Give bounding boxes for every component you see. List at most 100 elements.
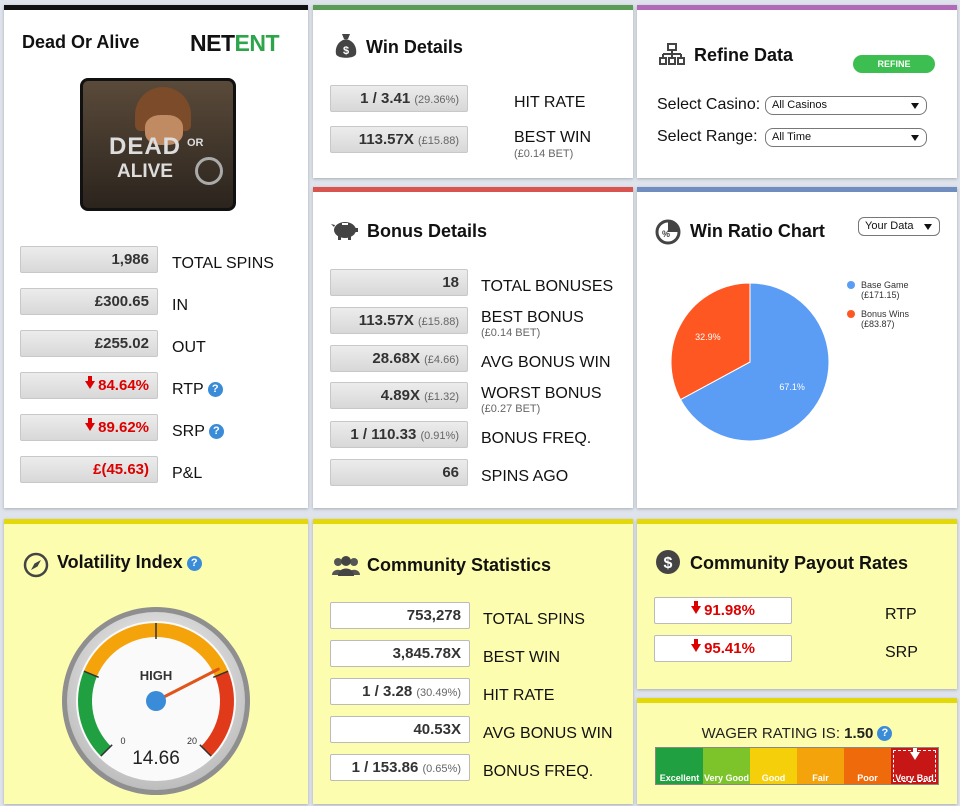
caret-down-icon [924, 224, 932, 230]
community-rtp-value: 91.98% [654, 597, 792, 624]
provider-logo: NETENT [190, 30, 279, 56]
gauge-max: 20 [187, 736, 197, 746]
win-details-title: Win Details [366, 37, 463, 57]
sitemap-icon [659, 43, 685, 65]
gauge-level: HIGH [140, 668, 173, 683]
community-avg-bonus-value: 40.53X [330, 716, 470, 743]
out-value: £255.02 [20, 330, 158, 357]
refine-data-panel: Refine Data REFINE Select Casino: All Ca… [637, 5, 957, 178]
out-label: OUT [172, 339, 206, 356]
rtp-value: 84.64% [20, 372, 158, 399]
community-bonus-freq-value: 1 / 153.86 (0.65%) [330, 754, 470, 781]
thumb-text-dead: DEAD [109, 133, 182, 160]
payout-title: Community Payout Rates [690, 553, 909, 573]
in-label: IN [172, 297, 188, 314]
wager-panel: WAGER RATING IS: 1.50? Excellent Very Go… [637, 698, 957, 804]
win-ratio-pie: 67.1% 32.9% [670, 282, 830, 442]
payout-panel: $ Community Payout Rates 91.98% RTP 95.4… [637, 519, 957, 689]
arrow-down-icon [85, 376, 96, 389]
scale-fair: Fair [797, 748, 844, 784]
community-total-spins-label: TOTAL SPINS [483, 611, 585, 628]
total-spins-label: TOTAL SPINS [172, 255, 274, 272]
community-srp-value: 95.41% [654, 635, 792, 662]
users-icon [332, 556, 360, 576]
bonus-details-title: Bonus Details [367, 221, 488, 241]
best-bonus-value: 113.57X (£15.88) [330, 307, 468, 334]
scale-very-bad: Very Bad [891, 748, 938, 784]
arrow-down-icon [85, 418, 96, 431]
pl-value: £(45.63) [20, 456, 158, 483]
worst-bonus-label: WORST BONUS [481, 385, 602, 402]
game-panel: Dead Or Alive NETENT DEAD OR ALIVE 1,986… [4, 5, 308, 508]
dollar-coin-icon: $ [656, 550, 680, 574]
bonus-freq-label: BONUS FREQ. [481, 430, 592, 447]
community-best-win-value: 3,845.78X [330, 640, 470, 667]
community-bonus-freq-label: BONUS FREQ. [483, 763, 594, 780]
pie-slice-bonus-wins[interactable] [670, 282, 751, 401]
arrow-down-icon [691, 601, 702, 614]
legend-base-game: Base Game (£171.15) [847, 280, 909, 309]
game-thumbnail[interactable]: DEAD OR ALIVE [80, 78, 236, 211]
total-spins-value: 1,986 [20, 246, 158, 273]
worst-bonus-bet-note: (£0.27 BET) [481, 403, 541, 415]
range-select[interactable]: All Time [765, 128, 927, 147]
srp-label: SRP? [172, 423, 224, 441]
pie-legend: Base Game (£171.15) Bonus Wins (£83.87) [847, 280, 909, 329]
arrow-down-icon [691, 639, 702, 652]
community-hit-rate-label: HIT RATE [483, 687, 555, 704]
avg-bonus-win-label: AVG BONUS WIN [481, 354, 611, 371]
volatility-title: Volatility Index? [57, 552, 202, 573]
svg-text:$: $ [664, 555, 673, 572]
best-bonus-label: BEST BONUS [481, 309, 584, 326]
help-icon[interactable]: ? [186, 556, 202, 571]
help-icon[interactable]: ? [877, 726, 893, 741]
pie-slice-bonus-wins-label: 32.9% [695, 332, 721, 342]
volatility-gauge: HIGH 0 20 14.66 [62, 607, 250, 795]
refine-button[interactable]: REFINE [853, 55, 935, 73]
best-win-value: 113.57X (£15.88) [330, 126, 468, 153]
avg-bonus-win-value: 28.68X (£4.66) [330, 345, 468, 372]
arrow-down-icon [909, 752, 920, 760]
scale-excellent: Excellent [656, 748, 703, 784]
caret-down-icon [911, 103, 919, 109]
caret-down-icon [911, 135, 919, 141]
srp-value: 89.62% [20, 414, 158, 441]
scale-good: Good [750, 748, 797, 784]
pie-slice-base-game[interactable] [679, 282, 830, 442]
piggy-bank-icon [331, 222, 358, 240]
pl-label: P&L [172, 465, 203, 482]
worst-bonus-value: 4.89X (£1.32) [330, 382, 468, 409]
thumb-text-alive: ALIVE [117, 161, 173, 182]
select-casino-label: Select Casino: [657, 96, 761, 113]
community-panel: Community Statistics 753,278 TOTAL SPINS… [313, 519, 633, 804]
community-best-win-label: BEST WIN [483, 649, 561, 666]
game-title: Dead Or Alive [22, 32, 140, 52]
casino-select[interactable]: All Casinos [765, 96, 927, 115]
spins-ago-value: 66 [330, 459, 468, 486]
compass-icon [23, 552, 49, 578]
bonus-details-panel: Bonus Details 18 TOTAL BONUSES 113.57X (… [313, 187, 633, 508]
gauge-min: 0 [120, 736, 125, 746]
best-bonus-bet-note: (£0.14 BET) [481, 327, 541, 339]
community-rtp-label: RTP [885, 606, 917, 623]
chart-data-select[interactable]: Your Data [858, 217, 940, 236]
wager-rating-text: WAGER RATING IS: 1.50? [637, 725, 957, 742]
help-icon[interactable]: ? [208, 424, 224, 439]
hit-rate-label: HIT RATE [514, 94, 586, 111]
svg-text:$: $ [343, 45, 349, 57]
in-value: £300.65 [20, 288, 158, 315]
best-win-bet-note: (£0.14 BET) [514, 148, 574, 160]
thumb-text-or: OR [187, 137, 204, 149]
volatility-panel: Volatility Index? HIGH 0 20 14.66 [4, 519, 308, 804]
gauge-value: 14.66 [132, 748, 180, 769]
pie-chart-icon: % [655, 219, 681, 245]
scale-poor: Poor [844, 748, 891, 784]
wager-scale: Excellent Very Good Good Fair Poor Very … [655, 747, 939, 785]
select-range-label: Select Range: [657, 128, 758, 145]
win-details-panel: $ Win Details 1 / 3.41 (29.36%) HIT RATE… [313, 5, 633, 178]
hit-rate-value: 1 / 3.41 (29.36%) [330, 85, 468, 112]
community-total-spins-value: 753,278 [330, 602, 470, 629]
community-avg-bonus-label: AVG BONUS WIN [483, 725, 613, 742]
help-icon[interactable]: ? [207, 382, 223, 397]
win-ratio-panel: % Win Ratio Chart Your Data 67.1% 32.9% B… [637, 187, 957, 508]
